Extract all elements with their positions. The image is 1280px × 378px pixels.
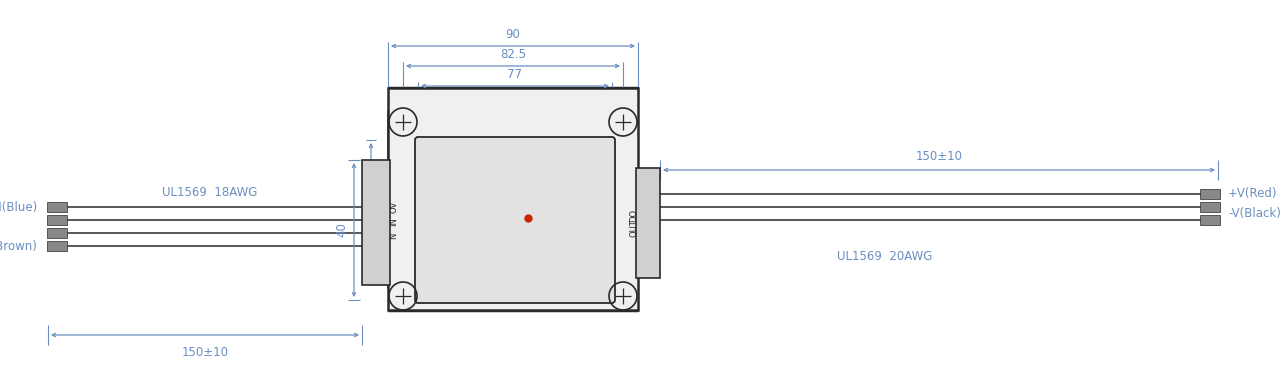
Text: IN: IN: [389, 218, 398, 226]
Text: 3: 3: [568, 157, 575, 167]
Text: AC/N(Blue): AC/N(Blue): [0, 200, 38, 214]
Text: 15.5: 15.5: [374, 181, 387, 207]
Bar: [362, 160, 390, 285]
Bar: [1201, 215, 1220, 225]
Text: -V(Black): -V(Black): [1228, 206, 1280, 220]
Bar: [47, 202, 67, 212]
Bar: [388, 88, 637, 310]
Text: OUT: OUT: [630, 219, 639, 237]
Bar: [1201, 202, 1220, 212]
Text: 82.5: 82.5: [500, 48, 526, 60]
Text: 77: 77: [507, 68, 522, 82]
Text: UL1569  20AWG: UL1569 20AWG: [837, 249, 933, 262]
Text: DO: DO: [630, 208, 639, 222]
Bar: [47, 241, 67, 251]
Text: 90: 90: [506, 28, 521, 40]
Text: UL1569  18AWG: UL1569 18AWG: [163, 186, 257, 200]
Bar: [636, 168, 660, 278]
Text: T case: T case: [516, 228, 554, 240]
Text: 40: 40: [335, 223, 348, 237]
Bar: [1201, 189, 1220, 199]
FancyBboxPatch shape: [415, 137, 614, 303]
Text: +V(Red): +V(Red): [1228, 187, 1277, 200]
Text: N: N: [389, 233, 398, 239]
Text: 31: 31: [572, 197, 586, 211]
Text: 150±10: 150±10: [182, 347, 229, 359]
Text: OV: OV: [389, 201, 398, 213]
Bar: [47, 215, 67, 225]
Bar: [47, 228, 67, 238]
Text: AC/L(Brown): AC/L(Brown): [0, 240, 38, 253]
Text: 150±10: 150±10: [915, 150, 963, 163]
